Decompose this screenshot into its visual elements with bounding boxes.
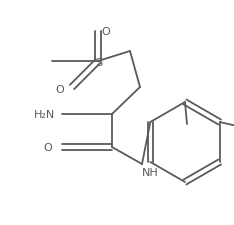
Text: H₂N: H₂N (33, 110, 55, 119)
Text: S: S (95, 58, 102, 68)
Text: O: O (102, 27, 110, 37)
Text: NH: NH (142, 167, 158, 177)
Text: O: O (56, 85, 64, 94)
Text: O: O (44, 142, 52, 152)
